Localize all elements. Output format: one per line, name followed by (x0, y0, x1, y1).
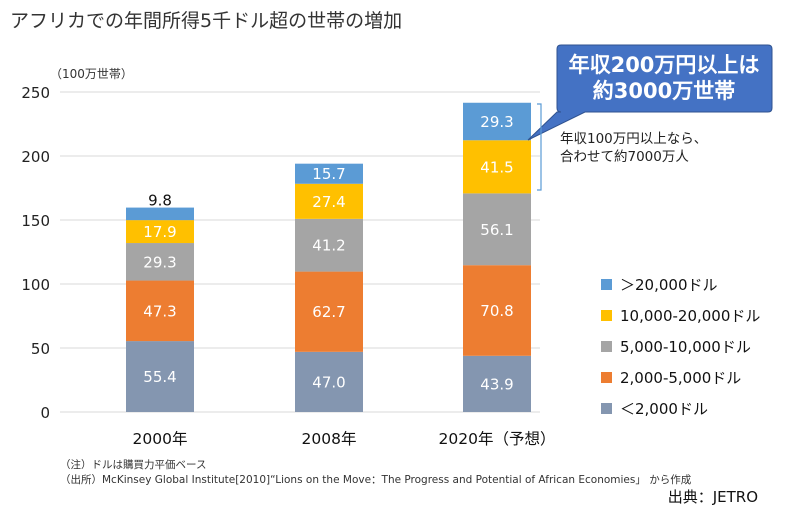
data-label: 15.7 (312, 165, 345, 183)
y-tick-label: 50 (31, 340, 50, 358)
chart-title: アフリカでの年間所得5千ドル超の世帯の増加 (10, 10, 402, 32)
bar-segment (463, 355, 531, 412)
legend-label: ＞20,000ドル (620, 276, 718, 294)
x-tick-label: 2008年 (302, 430, 357, 448)
data-label: 70.8 (480, 302, 513, 320)
bar-segment (295, 271, 363, 352)
bar-segment (126, 207, 194, 221)
legend-swatch (601, 403, 612, 414)
legend-swatch (601, 372, 612, 383)
y-tick-label: 150 (21, 212, 50, 230)
data-label: 27.4 (312, 193, 345, 211)
bar-segment (126, 341, 194, 412)
bar-segment (295, 183, 363, 219)
bar-segment (463, 140, 531, 194)
callout-text: 年収200万円以上は約3000万世帯 (569, 53, 760, 103)
data-label: 29.3 (143, 253, 176, 271)
y-tick-label: 200 (21, 148, 50, 166)
data-label: 43.9 (480, 375, 513, 393)
data-label: 41.5 (480, 158, 513, 176)
bar-segment (126, 243, 194, 281)
y-tick-labels: 0 50 100 150 200 250 (21, 84, 50, 422)
legend-swatch (601, 310, 612, 321)
y-tick-label: 250 (21, 84, 50, 102)
data-label: 47.0 (312, 373, 345, 391)
data-label: 41.2 (312, 237, 345, 255)
data-label: 62.7 (312, 303, 345, 321)
bracket (537, 103, 542, 191)
bar-segment (463, 265, 531, 356)
callout-box (527, 44, 773, 141)
callout: 年収200万円以上は約3000万世帯 (527, 44, 773, 141)
x-tick-labels: 2000年 2008年 2020年（予想） (133, 430, 556, 448)
bar-segment (126, 220, 194, 244)
data-label: 17.9 (143, 223, 176, 241)
data-label: 29.3 (480, 113, 513, 131)
legend-swatch (601, 341, 612, 352)
legend-label: ＜2,000ドル (620, 400, 708, 418)
x-tick-label: 2000年 (133, 430, 188, 448)
bar-segment (295, 351, 363, 412)
x-tick-label: 2020年（予想） (439, 430, 556, 448)
y-tick-label: 100 (21, 276, 50, 294)
bar-segment (463, 102, 531, 141)
y-tick-label: 0 (40, 404, 50, 422)
legend-label: 2,000-5,000ドル (620, 369, 741, 387)
legend-label: 10,000-20,000ドル (620, 307, 760, 325)
legend-swatch (601, 279, 612, 290)
bar-segment (295, 218, 363, 272)
bar-segment (126, 280, 194, 342)
data-label: 9.8 (148, 192, 172, 210)
data-label: 55.4 (143, 368, 176, 386)
bars: 55.4 47.3 29.3 17.9 9.8 47.0 62.7 41.2 27.4 15.7 4… (126, 102, 531, 412)
source-credit: 出典：JETRO (667, 488, 758, 506)
data-label: 47.3 (143, 302, 176, 320)
legend-label: 5,000-10,000ドル (620, 338, 751, 356)
data-label: 56.1 (480, 221, 513, 239)
bar-segment (295, 163, 363, 184)
y-axis-label: （100万世帯） (50, 67, 133, 81)
legend: ＞20,000ドル 10,000-20,000ドル 5,000-10,000ドル 2,… (601, 276, 760, 418)
note-basis: （注）ドルは購買力平価ベース (60, 459, 207, 471)
annotation-text: 年収100万円以上なら、合わせて約7000万人 (560, 131, 707, 165)
bar-segment (463, 193, 531, 266)
note-citation: （出所）McKinsey Global Institute[2010]“Lion… (60, 474, 692, 486)
